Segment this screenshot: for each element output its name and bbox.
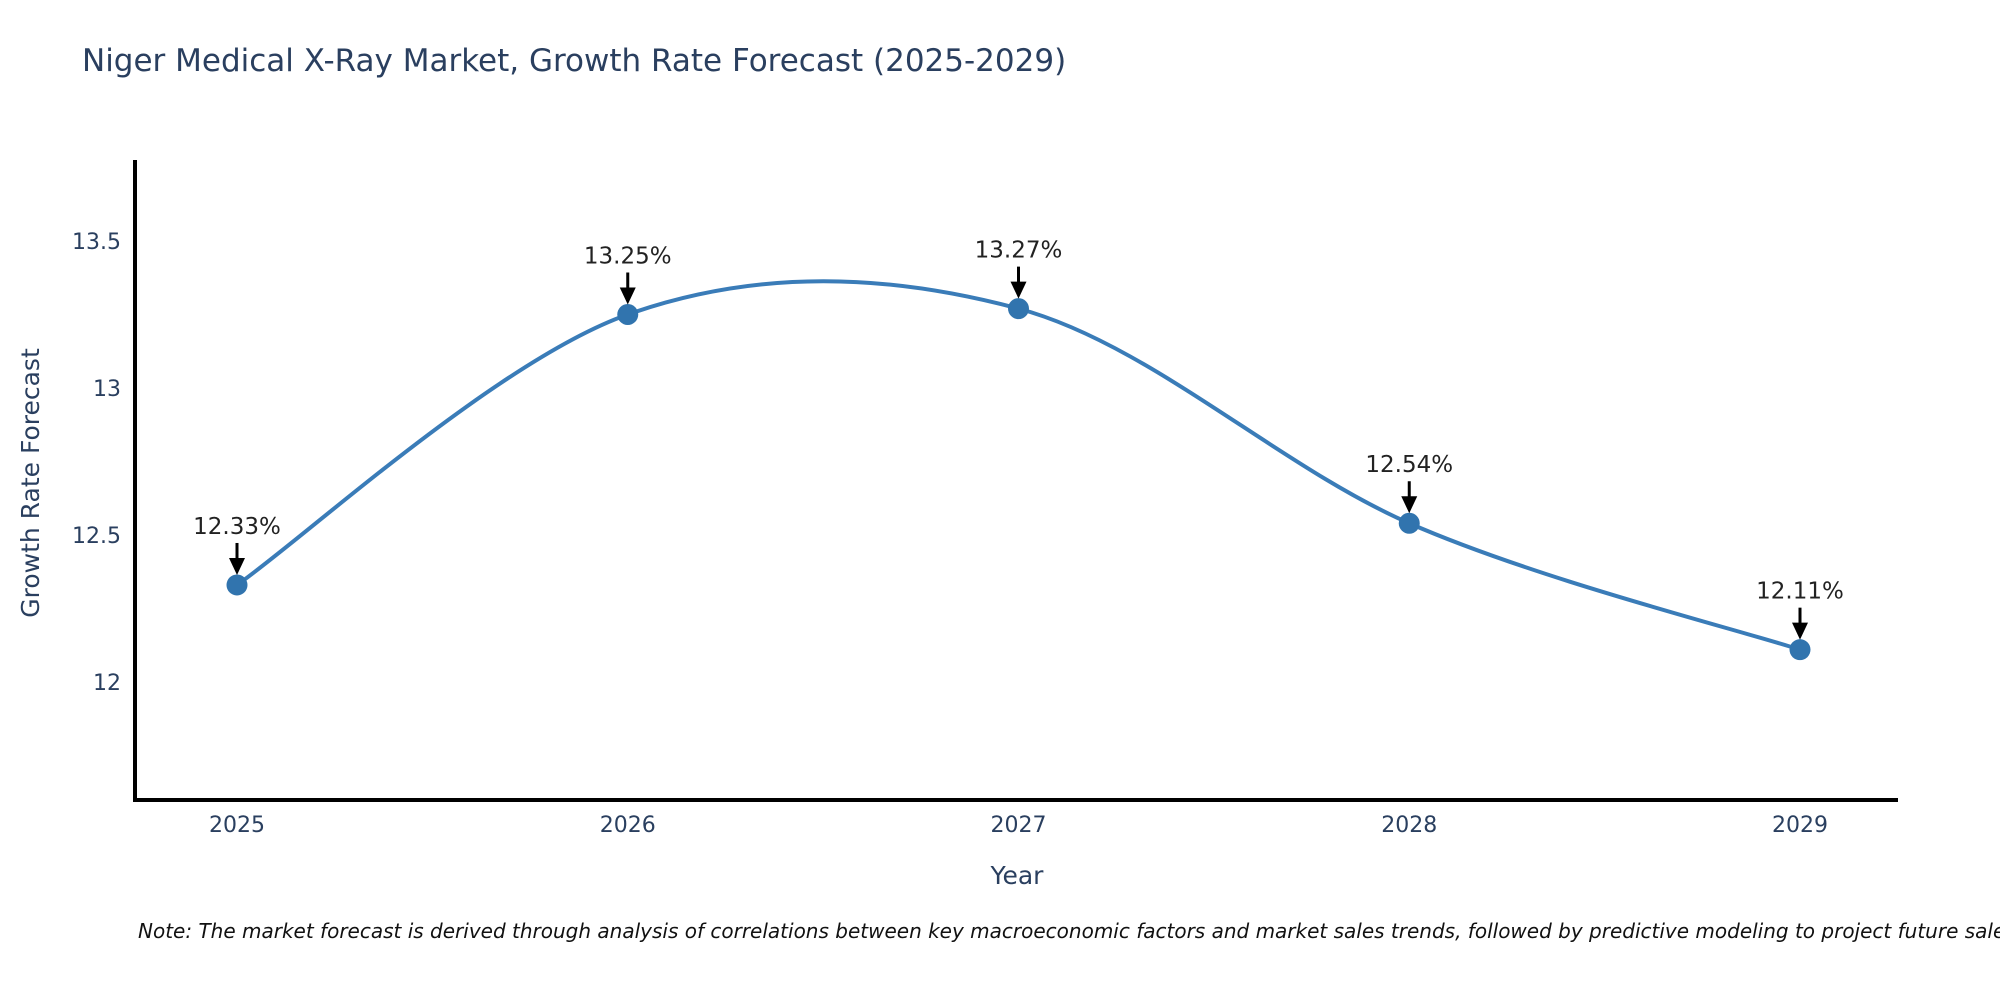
annotation-arrow-head: [1401, 496, 1418, 514]
x-tick-label-1: 2026: [600, 813, 656, 838]
y-tick-label-3: 13.5: [72, 230, 121, 255]
y-tick-label-2: 13: [93, 377, 121, 402]
annotation-arrow-head: [619, 287, 636, 305]
annotation-arrow-head: [1010, 281, 1027, 299]
chart-title: Niger Medical X-Ray Market, Growth Rate …: [82, 43, 1067, 79]
x-tick-label-0: 2025: [209, 813, 265, 838]
data-point-2026: [617, 304, 639, 325]
x-axis-title: Year: [990, 861, 1044, 890]
data-point-2028: [1398, 512, 1420, 534]
point-label-2029: 12.11%: [1756, 579, 1844, 605]
data-point-2029: [1789, 639, 1811, 661]
y-tick-label-1: 12.5: [72, 524, 121, 549]
annotation-arrow-head: [229, 557, 245, 575]
point-label-2028: 12.54%: [1365, 452, 1453, 478]
x-tick-label-2: 2027: [991, 813, 1047, 838]
footnote: Note: The market forecast is derived thr…: [138, 919, 2000, 943]
y-tick-label-0: 12: [93, 671, 121, 696]
point-label-2026: 13.25%: [584, 244, 672, 270]
forecast-line: [235, 279, 1802, 652]
data-point-2025: [226, 574, 248, 596]
x-tick-label-3: 2028: [1381, 813, 1437, 838]
data-point-2027: [1008, 298, 1029, 320]
annotation-arrow-head: [1792, 622, 1808, 640]
point-label-2025: 12.33%: [193, 514, 281, 540]
x-tick-label-4: 2029: [1772, 813, 1828, 838]
point-label-2027: 13.27%: [975, 238, 1063, 264]
